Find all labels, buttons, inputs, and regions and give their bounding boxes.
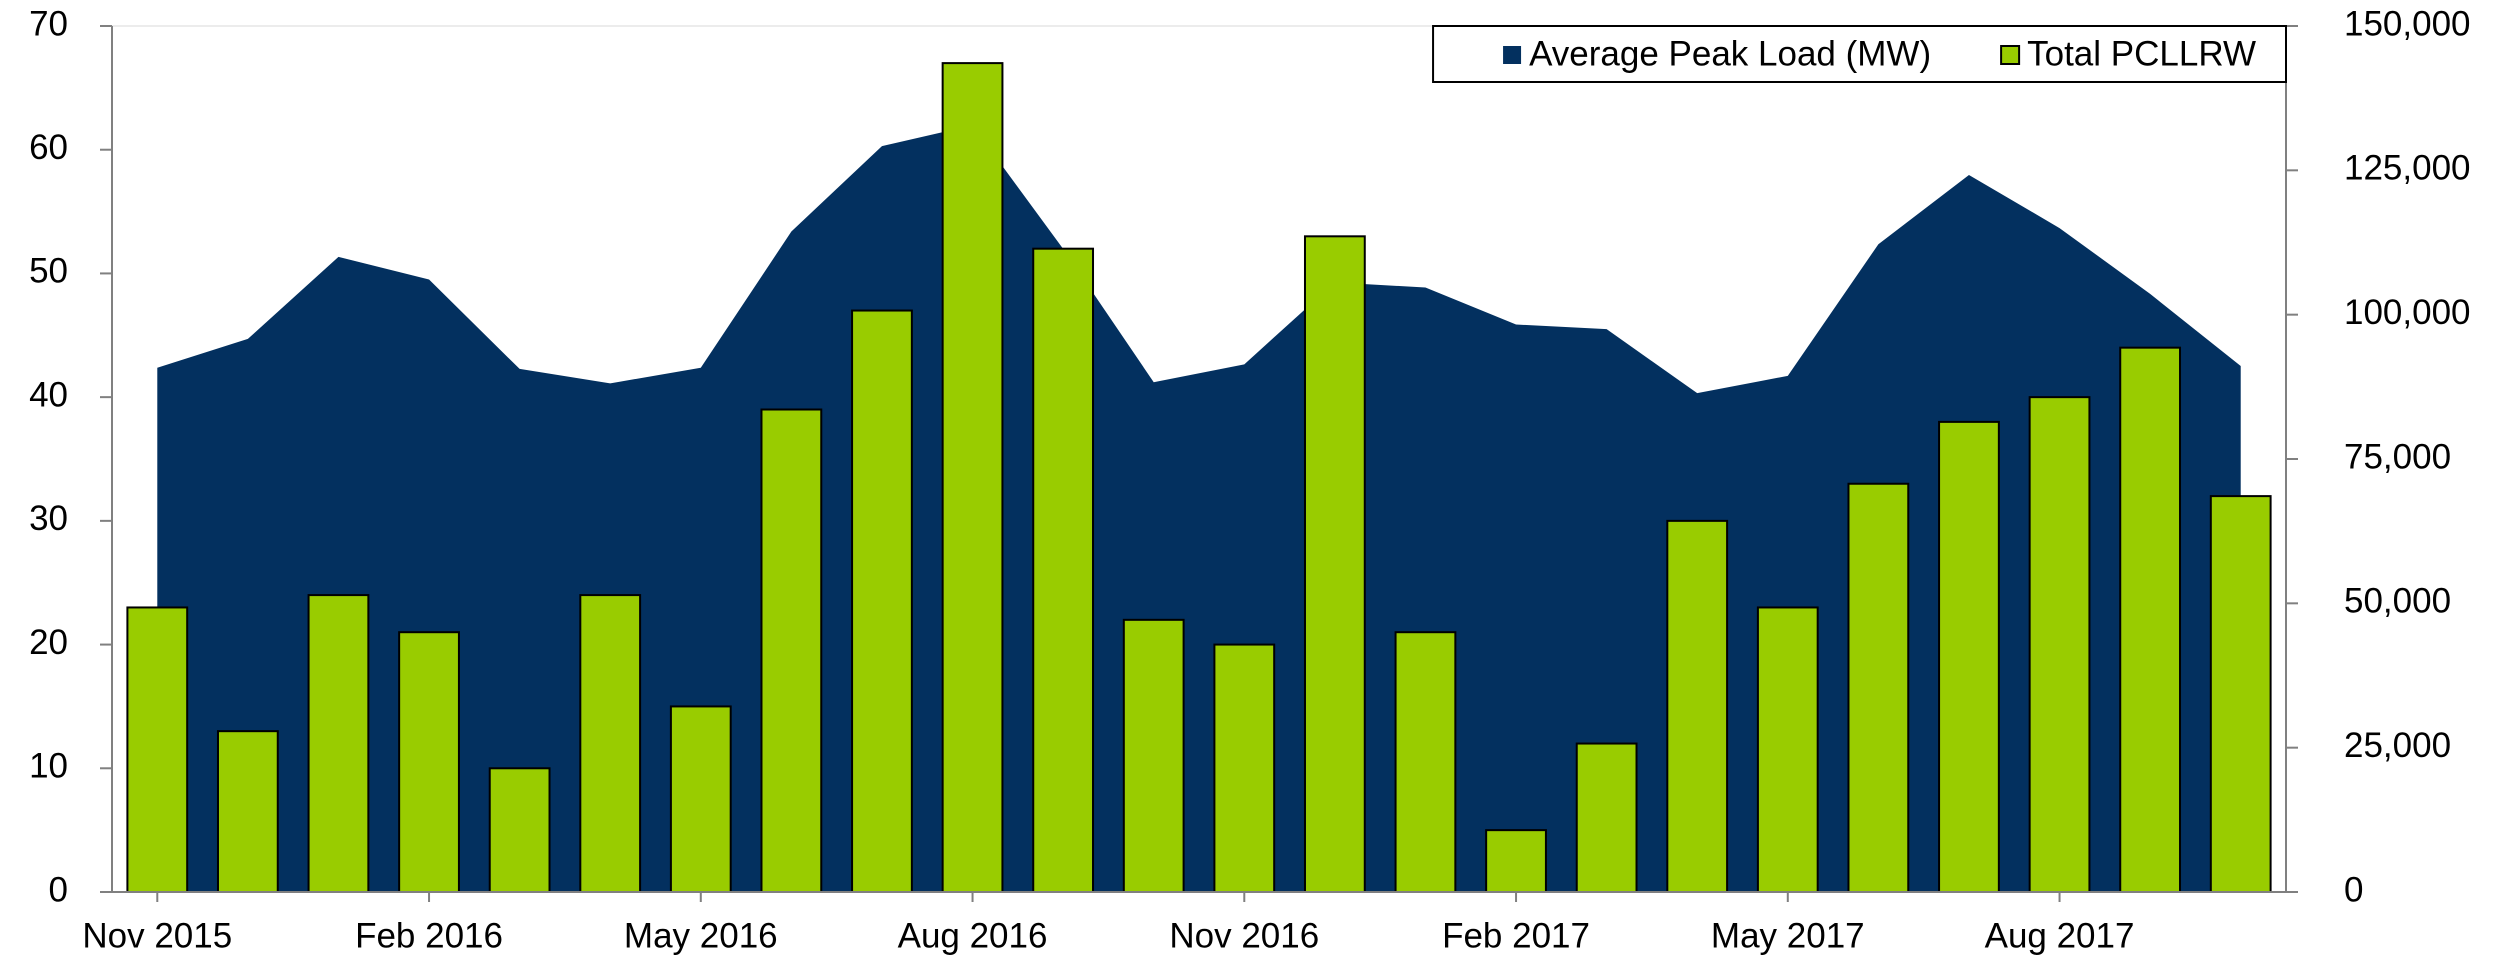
y2-tick-label: 150,000 (2344, 4, 2471, 43)
y2-tick-label: 50,000 (2344, 582, 2451, 621)
bar (851, 309, 913, 893)
x-tick-label: Nov 2015 (82, 916, 232, 955)
bar (669, 705, 732, 894)
bar (1213, 643, 1276, 893)
bar (1756, 606, 1819, 893)
legend-box (1432, 25, 2287, 83)
y-tick-label: 40 (29, 375, 68, 414)
bar (398, 631, 460, 893)
x-tick-label: Feb 2016 (355, 916, 503, 955)
bar (941, 62, 1004, 894)
bar (307, 594, 370, 893)
bar (1485, 829, 1547, 894)
bar (1938, 420, 2000, 893)
legend-label: Total PCLLRW (2027, 34, 2256, 73)
x-tick-label: Aug 2016 (898, 916, 1048, 955)
x-tick-label: Feb 2017 (1442, 916, 1590, 955)
y-tick-label: 20 (29, 623, 68, 662)
bar (1666, 519, 1729, 893)
y-tick-label: 50 (29, 252, 68, 291)
bar (488, 767, 551, 893)
bar (1575, 742, 1638, 893)
bar (1847, 482, 1910, 893)
y-tick-label: 60 (29, 128, 68, 167)
y2-tick-label: 75,000 (2344, 437, 2451, 476)
bar (1032, 247, 1095, 893)
x-tick-label: Nov 2016 (1169, 916, 1319, 955)
bar (1122, 618, 1185, 893)
legend-swatch (1503, 46, 1522, 64)
area (157, 125, 2241, 892)
legend-swatch (2000, 45, 2021, 65)
y2-tick-label: 0 (2344, 870, 2363, 909)
bar (216, 730, 279, 894)
y-tick-label: 30 (29, 499, 68, 538)
x-tick-label: May 2016 (624, 916, 778, 955)
x-tick-label: Aug 2017 (1985, 916, 2135, 955)
x-tick-label: May 2017 (1711, 916, 1865, 955)
bar (2028, 396, 2091, 893)
y2-tick-label: 100,000 (2344, 293, 2471, 332)
y-tick-label: 70 (29, 4, 68, 43)
bar (2209, 495, 2272, 893)
bar (579, 594, 642, 893)
legend-label: Average Peak Load (MW) (1529, 34, 1931, 73)
bar (1394, 631, 1457, 893)
y2-tick-label: 125,000 (2344, 149, 2471, 188)
bar (1303, 235, 1366, 894)
bar (2119, 346, 2182, 893)
y-tick-label: 0 (49, 870, 68, 909)
legend: Average Peak Load (MW) Total PCLLRW (1432, 25, 2287, 83)
bar (126, 606, 189, 893)
y-tick-label: 10 (29, 747, 68, 786)
y2-tick-label: 25,000 (2344, 726, 2451, 765)
bar (760, 408, 823, 893)
